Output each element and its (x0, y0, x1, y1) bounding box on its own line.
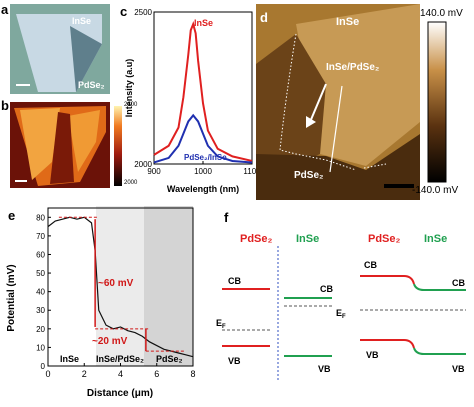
panel-f-left-vb-left: VB (228, 356, 241, 366)
panel-d-label-inse: InSe (336, 16, 360, 28)
panel-e-xtick-label: 4 (118, 369, 123, 379)
panel-c-letter: c (120, 4, 128, 19)
panel-d-colorbar-max: 140.0 mV (420, 8, 463, 19)
panel-f-right-vb-right: VB (452, 364, 465, 374)
panel-d-label-pdse2: PdSe₂ (294, 170, 324, 181)
panel-d-colorbar-min: -140.0 mV (412, 185, 459, 196)
panel-c-plot-frame (153, 11, 253, 165)
panel-d: d InSe InSe/PdSe₂ PdSe₂ 140.0 mV -140.0 … (256, 4, 472, 200)
panel-e-xlabel: Distance (μm) (87, 388, 153, 399)
panel-c-legend-pdse2: PdSe₂/InSe (184, 153, 227, 162)
panel-f-right-inse-vb (413, 347, 466, 355)
panel-c-series-line-1 (153, 113, 253, 164)
panel-e-annot-60: ~60 mV (98, 278, 134, 289)
panel-f-letter: f (224, 210, 229, 225)
panel-f-right-cb-left: CB (364, 260, 377, 270)
panel-e-ytick-label: 10 (36, 343, 45, 352)
panel-c-legend-inse: InSe (194, 18, 213, 28)
panel-e-ytick-label: 20 (36, 325, 45, 334)
panel-e-chart: Potential (mV) Distance (μm) ~60 mV ~20 … (6, 202, 196, 399)
panel-e-ytick-label: 0 (41, 362, 46, 371)
panel-e-ytick-label: 30 (36, 306, 45, 315)
panel-c-chart: Intensity (a.u) Wavelength (nm) InSe PdS… (124, 8, 261, 194)
panel-f-band-diagrams: PdSe₂ InSe CB VB CB EF EF VB PdSe₂ InSe … (216, 233, 466, 382)
panel-f-right-title-pdse2: PdSe₂ (368, 233, 401, 245)
panel-a: a InSe PdSe₂ (1, 2, 110, 94)
panel-c-xlabel: Wavelength (nm) (167, 184, 239, 194)
panel-c-ytick-label: 2000 (134, 160, 152, 169)
panel-e-xtick-label: 0 (45, 369, 50, 379)
panel-e-region-pdse2 (144, 202, 193, 366)
panel-b-colorbar-max: 2400 (124, 102, 138, 108)
panel-a-optical-image (10, 4, 110, 94)
panel-e-region-inse-label: InSe (60, 354, 79, 364)
panel-e-ytick-label: 40 (36, 288, 45, 297)
panel-b: b 2400 2000 (1, 98, 138, 188)
panel-d-letter: d (260, 10, 268, 25)
panel-c-xtick-label: 1000 (194, 167, 212, 176)
panel-e-ytick-label: 80 (36, 213, 45, 222)
panel-e-region-hetero (96, 202, 144, 366)
panel-f-left-ef-right: EF (336, 308, 346, 320)
panel-c: c Intensity (a.u) Wavelength (nm) InSe P… (118, 2, 261, 198)
panel-d-kpfm-map (256, 4, 447, 200)
panel-e-series-line (47, 216, 194, 358)
panel-c-xtick-label: 900 (147, 167, 161, 176)
panel-e-region-hetero-label: InSe/PdSe₂ (96, 354, 144, 364)
panel-e-xtick-label: 8 (190, 369, 195, 379)
panel-e-xtick-label: 2 (82, 369, 87, 379)
panel-f: f PdSe₂ InSe CB VB CB EF EF VB PdSe₂ InS… (214, 206, 474, 402)
panel-e-letter: e (8, 208, 16, 223)
panel-f-right-pdse2-cb (360, 275, 415, 285)
panel-f-left-ef-left: EF (216, 318, 226, 330)
panel-f-right-vb-left: VB (366, 350, 379, 360)
panel-f-right-cb-right: CB (452, 278, 465, 288)
panel-d-profile-line (329, 85, 343, 173)
panel-e: e Potential (mV) Distance (μm) ~60 mV ~2… (0, 202, 210, 402)
panel-f-left-title-pdse2: PdSe₂ (240, 233, 273, 245)
panel-d-scale-bar (384, 184, 414, 188)
panel-f-left-cb-left: CB (228, 276, 241, 286)
panel-e-region-pdse2-label: PdSe₂ (156, 354, 183, 364)
panel-d-label-hetero: InSe/PdSe₂ (326, 62, 380, 73)
panel-e-ytick-label: 70 (36, 232, 45, 241)
panel-f-right-pdse2-vb (360, 339, 415, 349)
panel-c-ytick-label: 2500 (134, 8, 152, 17)
panel-e-ytick-label: 60 (36, 250, 45, 259)
panel-f-left-vb-right: VB (318, 364, 331, 374)
panel-f-left-title-inse: InSe (296, 233, 319, 245)
panel-d-arrow (309, 83, 327, 123)
panel-f-right-title-inse: InSe (424, 233, 447, 245)
panel-c-series-line-0 (153, 21, 253, 162)
panel-b-letter: b (1, 98, 9, 113)
panel-e-xtick-label: 6 (154, 369, 159, 379)
panel-a-letter: a (1, 2, 9, 17)
panel-a-label-inse: InSe (72, 16, 92, 26)
panel-e-annot-20: ~20 mV (92, 336, 128, 347)
panel-c-xtick-label: 1100 (243, 167, 258, 176)
panel-a-label-pdse2: PdSe₂ (78, 80, 105, 90)
panel-e-ytick-label: 50 (36, 269, 45, 278)
panel-b-map (10, 102, 122, 188)
panel-f-left-cb-right: CB (320, 284, 333, 294)
panel-c-ylabel: Intensity (a.u) (124, 59, 134, 118)
panel-e-ylabel: Potential (mV) (6, 264, 17, 331)
panel-b-colorbar-min: 2000 (124, 180, 138, 186)
panel-f-right-inse-cb (413, 283, 466, 291)
